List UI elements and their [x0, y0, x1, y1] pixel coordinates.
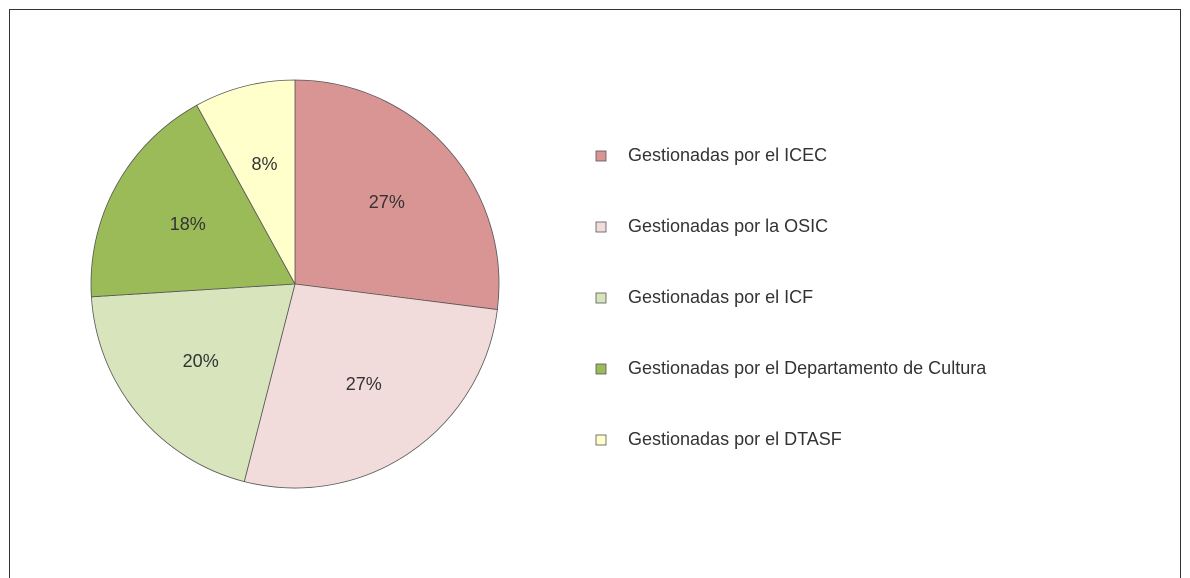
legend-label: Gestionadas por el Departamento de Cultu…	[628, 358, 987, 378]
data-label: 18%	[170, 214, 206, 234]
frame	[9, 9, 1181, 578]
legend-swatch	[595, 292, 607, 304]
legend-label: Gestionadas por el ICF	[628, 287, 813, 307]
pie-slice	[196, 79, 296, 285]
data-label: 20%	[183, 351, 219, 371]
data-label: 27%	[369, 192, 405, 212]
pie-slice	[294, 79, 500, 311]
legend-swatch	[595, 221, 607, 233]
legend-swatch	[595, 434, 607, 446]
pie-slice	[243, 283, 498, 489]
legend-swatch	[595, 363, 607, 375]
legend-label: Gestionadas por el ICEC	[628, 145, 827, 165]
legend-label: Gestionadas por la OSIC	[628, 216, 828, 236]
pie-slice	[90, 104, 296, 298]
legend-swatch	[595, 150, 607, 162]
pie-slice	[90, 283, 296, 483]
data-label: 8%	[252, 154, 278, 174]
legend-label: Gestionadas por el DTASF	[628, 429, 842, 449]
data-label: 27%	[346, 374, 382, 394]
